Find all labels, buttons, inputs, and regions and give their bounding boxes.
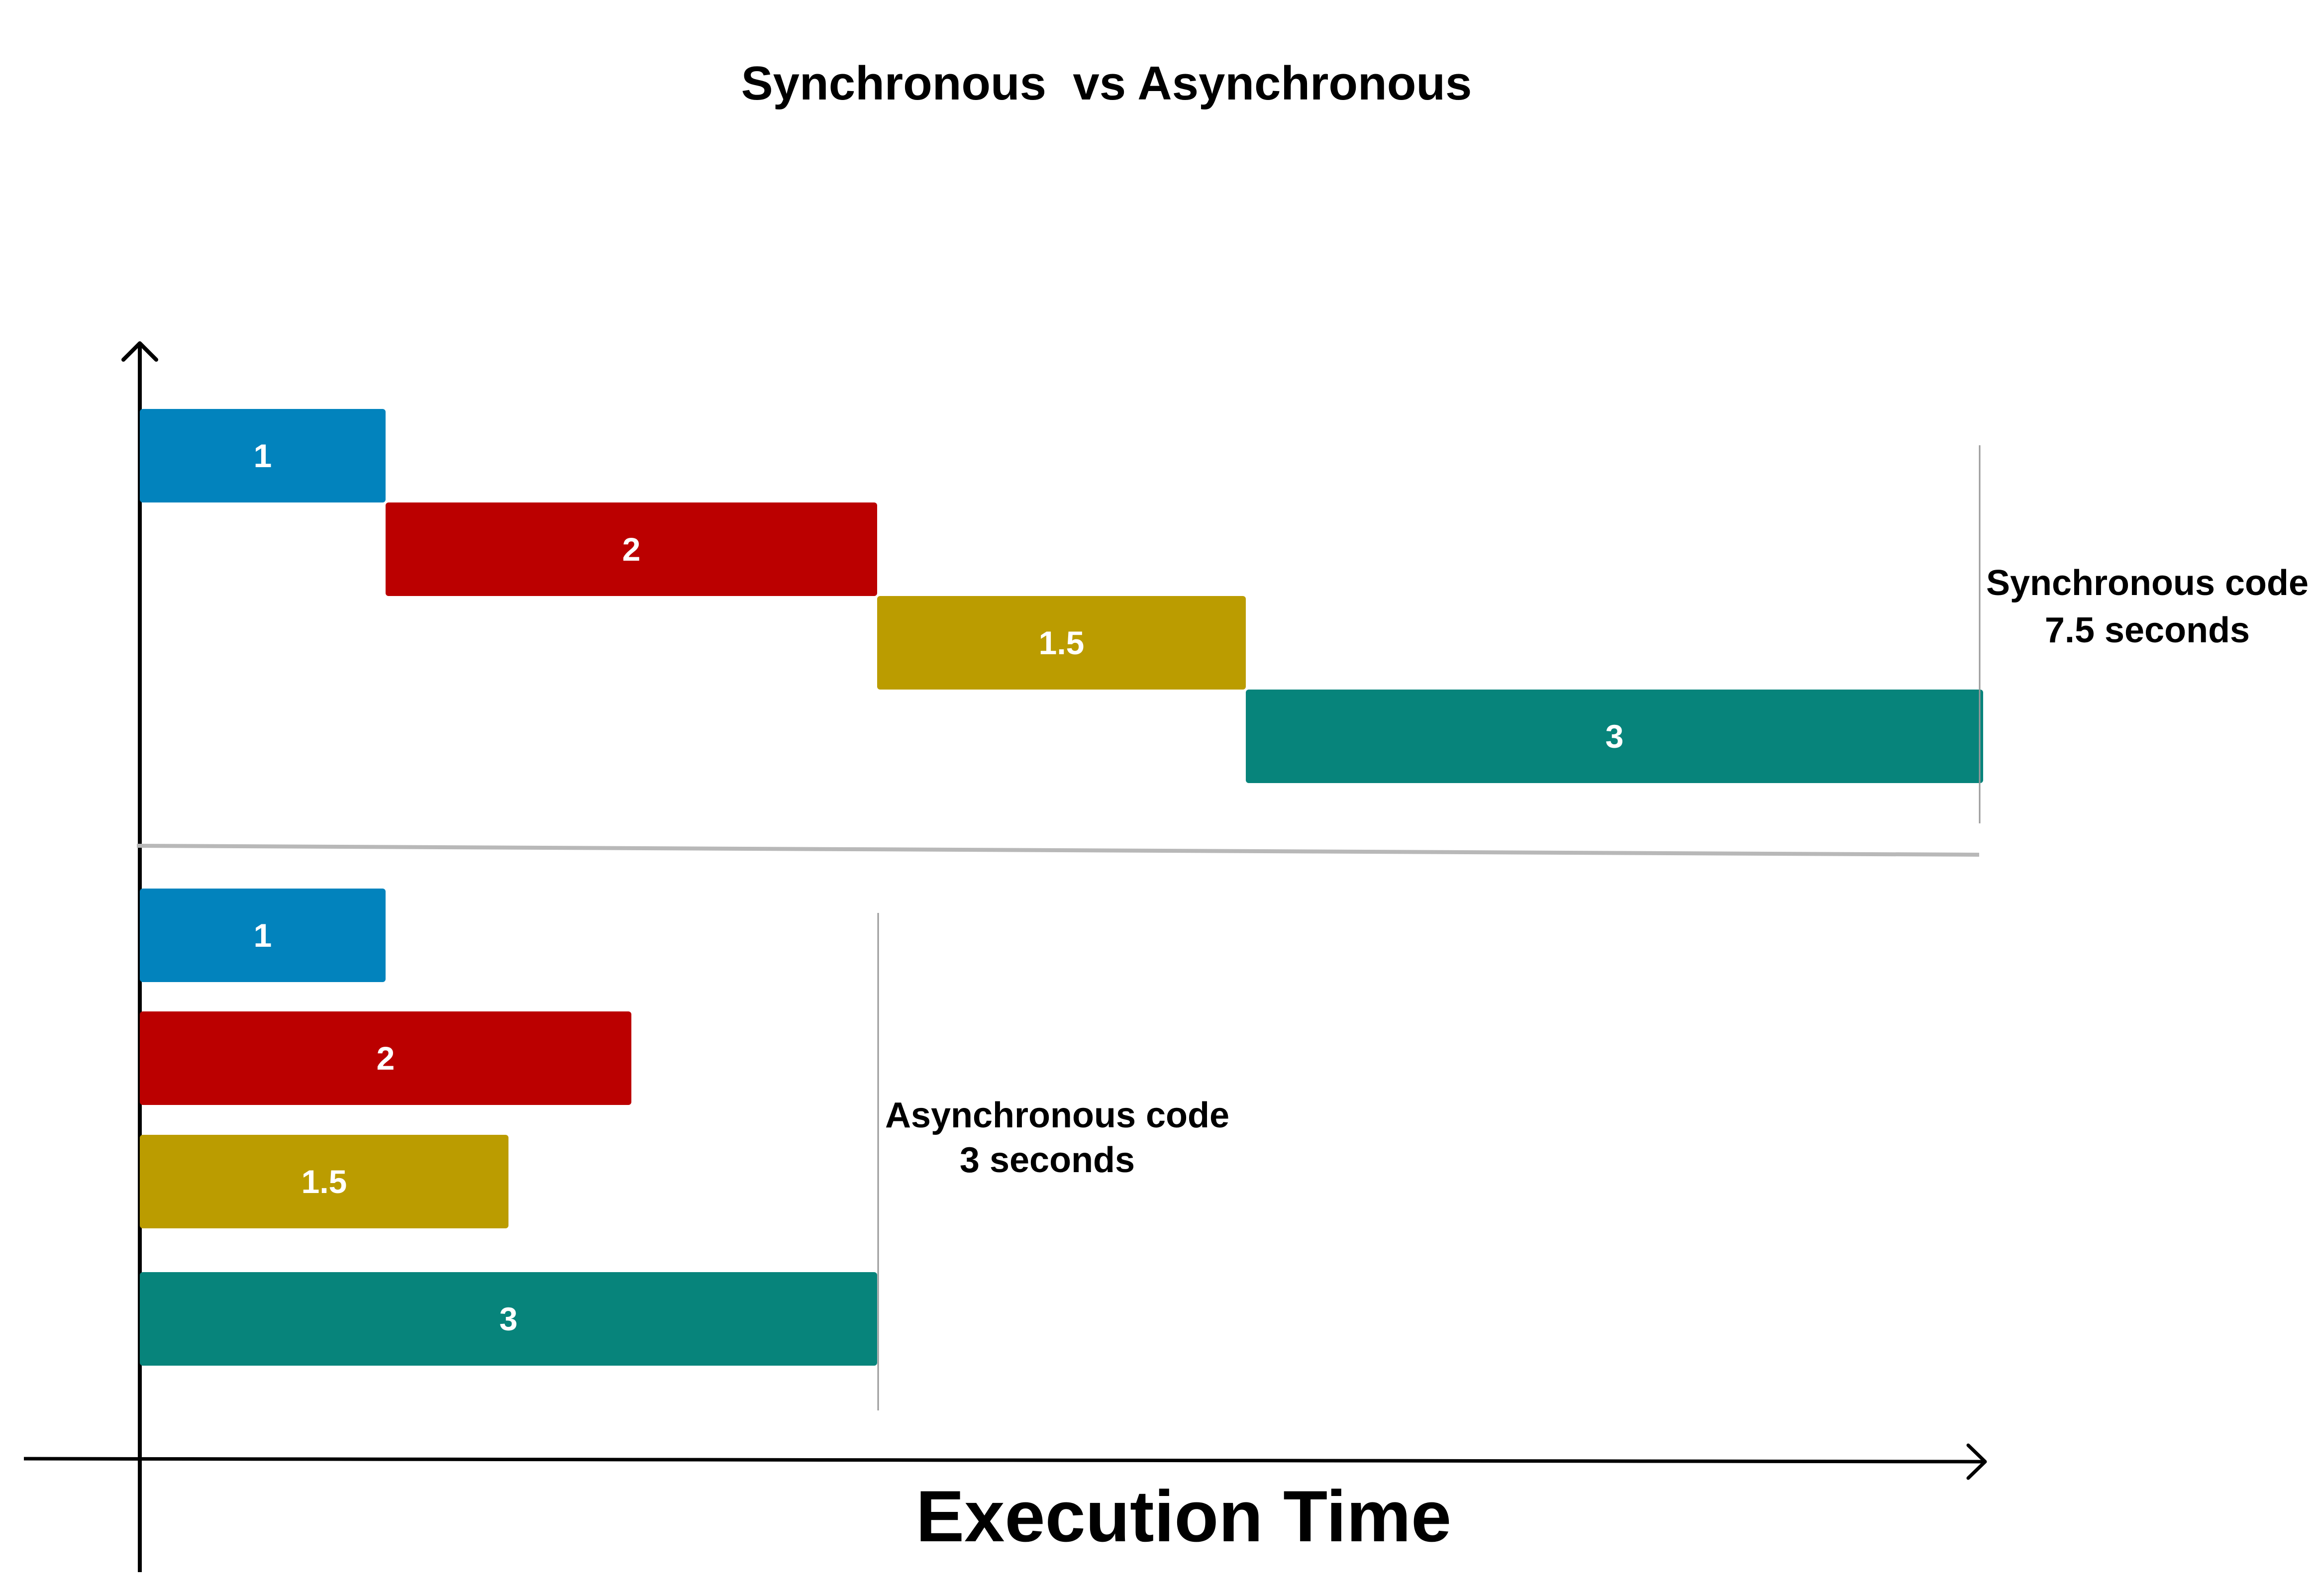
async-task-label: 3 xyxy=(500,1300,518,1337)
async-task-label: 1 xyxy=(254,917,272,954)
async-task-bar xyxy=(140,1011,631,1105)
sync-note-line2: 7.5 seconds xyxy=(2045,610,2250,650)
sync-task-label: 3 xyxy=(1606,718,1624,755)
section-separator xyxy=(136,844,1980,857)
synchronous-timeline: 121.53 xyxy=(140,409,1983,783)
y-axis-arrowhead xyxy=(121,341,158,362)
asynchronous-timeline: 121.53 xyxy=(140,889,877,1366)
sync-note-line1: Synchronous code xyxy=(1986,563,2309,603)
sync-task-label: 1.5 xyxy=(1039,624,1085,661)
x-axis xyxy=(23,1443,1987,1480)
sync-task-bar xyxy=(140,409,386,502)
async-task-label: 2 xyxy=(377,1040,395,1077)
sync-task-label: 1 xyxy=(254,437,272,474)
async-task-label: 1.5 xyxy=(302,1163,347,1200)
x-axis-arrowhead xyxy=(1966,1443,1987,1480)
sync-task-bar xyxy=(1246,690,1983,783)
async-note-line2: 3 seconds xyxy=(960,1140,1135,1180)
async-note-line1: Asynchronous code xyxy=(885,1096,1229,1135)
sync-task-bar xyxy=(877,596,1246,690)
sync-task-bar xyxy=(386,502,877,596)
async-task-bar xyxy=(140,889,386,982)
x-axis-title: Execution Time xyxy=(916,1476,1451,1557)
async-task-bar xyxy=(140,1272,877,1366)
sync-task-label: 2 xyxy=(622,531,641,568)
diagram-title: Synchronous vs Asynchronous xyxy=(741,57,1472,110)
async-task-bar xyxy=(140,1135,508,1228)
